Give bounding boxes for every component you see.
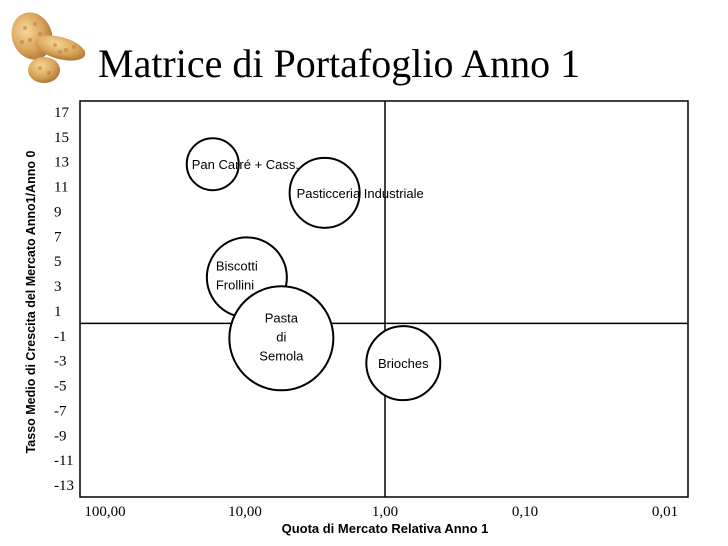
y-tick-label: -11 — [54, 453, 73, 469]
y-tick-label: 1 — [54, 304, 62, 320]
y-tick-label: -3 — [54, 354, 67, 370]
y-tick-label: 13 — [54, 155, 69, 171]
bubble-circle — [228, 285, 335, 392]
bubble-label: Pasticceria Industriale — [297, 186, 424, 201]
y-tick-label: 9 — [54, 204, 62, 220]
bubble-pasticceria-industriale: Pasticceria Industriale — [288, 156, 424, 229]
bubble-circle — [288, 156, 361, 229]
plot-area-frame — [79, 100, 689, 498]
y-tick-label: 7 — [54, 229, 62, 245]
y-tick-label: -1 — [54, 329, 67, 345]
y-tick-label: 3 — [54, 279, 62, 295]
x-tick-label: 0,01 — [652, 504, 678, 520]
chart-title: Matrice di Portafoglio Anno 1 — [98, 41, 581, 86]
x-tick-label: 10,00 — [228, 504, 262, 520]
bubble-label: Pan Carré + Cass. — [192, 157, 299, 172]
y-tick-label: -5 — [54, 379, 67, 395]
x-axis-label: Quota di Mercato Relativa Anno 1 — [281, 521, 489, 536]
y-tick-label: 15 — [54, 130, 69, 146]
bubble-circle — [185, 137, 240, 192]
y-tick-label: 11 — [54, 180, 68, 196]
pasta-logo-icon — [11, 12, 86, 83]
bubble-label: Biscotti Frollini — [216, 258, 258, 292]
bubble-pasta-di-semola: Pasta di Semola — [228, 285, 335, 392]
y-tick-label: -13 — [54, 478, 74, 494]
x-tick-label: 0,10 — [512, 504, 538, 520]
x-tick-label: 100,00 — [84, 504, 125, 520]
bubble-label: Pasta di Semola — [259, 310, 304, 363]
bubble-circle — [365, 325, 442, 402]
bubble-brioches: Brioches — [365, 325, 442, 402]
bubble-pan-carr-cass: Pan Carré + Cass. — [185, 137, 299, 192]
y-tick-label: 5 — [54, 254, 62, 270]
y-tick-label: -7 — [54, 403, 67, 419]
bubble-label: Brioches — [378, 356, 429, 371]
x-tick-label: 1,00 — [372, 504, 398, 520]
y-tick-label: -9 — [54, 428, 67, 444]
y-tick-label: 17 — [54, 105, 70, 121]
